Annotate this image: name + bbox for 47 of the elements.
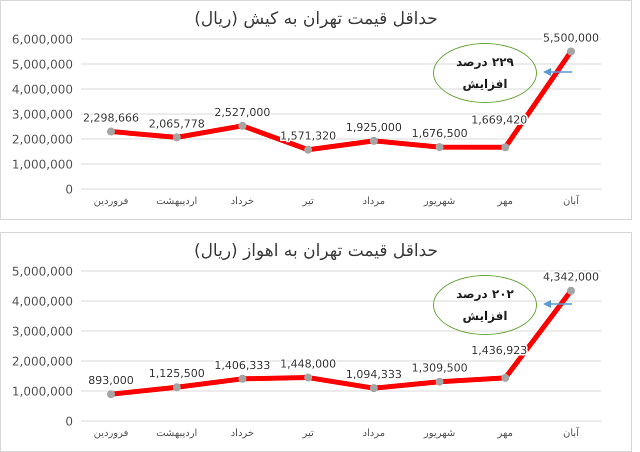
- data-label: 1,571,320: [280, 130, 336, 143]
- y-tick-label: 6,000,000: [12, 32, 73, 46]
- y-tick-label: 5,000,000: [12, 57, 73, 72]
- data-label: 1,448,000: [280, 358, 336, 371]
- y-tick-label: 4,000,000: [12, 82, 73, 96]
- x-tick-label: تیر: [301, 196, 314, 208]
- y-tick-label: 5,000,000: [12, 264, 73, 278]
- data-label: 5,500,000: [543, 32, 599, 44]
- x-tick-label: فروردین: [94, 196, 129, 208]
- data-label: 1,676,500: [412, 127, 468, 140]
- x-tick-label: آبان: [563, 194, 580, 208]
- x-tick-label: اردیبهشت: [156, 196, 198, 208]
- y-tick-label: 1,000,000: [12, 157, 73, 172]
- x-tick-label: اردیبهشت: [156, 428, 198, 440]
- x-tick-label: فروردین: [94, 428, 129, 440]
- y-tick-label: 0: [65, 414, 73, 428]
- x-tick-label: مهر: [496, 196, 514, 208]
- annotation: ۲۰۲ درصد افزایش: [455, 286, 515, 325]
- y-tick-label: 4,000,000: [12, 294, 73, 308]
- data-label: 2,527,000: [214, 106, 270, 119]
- data-label: 893,000: [88, 374, 134, 388]
- data-label: 1,125,500: [148, 367, 205, 380]
- x-tick-label: مرداد: [362, 428, 386, 440]
- y-tick-label: 2,000,000: [12, 354, 73, 368]
- data-label: 2,065,778: [148, 117, 205, 130]
- chart-title: حداقل قیمت تهران به کیش (ریال): [193, 9, 439, 29]
- annotation: ۲۲۹ درصد افزایش: [455, 54, 515, 93]
- x-tick-label: خرداد: [230, 428, 254, 440]
- x-tick-label: مهر: [496, 428, 514, 440]
- data-label: 1,094,333: [346, 368, 402, 382]
- y-tick-label: 3,000,000: [12, 107, 73, 122]
- data-label: 4,342,000: [543, 270, 599, 284]
- x-tick-label: شهریور: [422, 428, 456, 440]
- y-tick-label: 3,000,000: [12, 324, 73, 338]
- x-tick-label: شهریور: [422, 196, 456, 208]
- data-label: 1,406,333: [214, 358, 270, 372]
- chart-title: حداقل قیمت تهران به اهواز (ریال): [192, 241, 440, 261]
- y-tick-label: 0: [65, 182, 73, 196]
- data-label: 1,925,000: [346, 120, 402, 134]
- data-label: 1,309,500: [412, 362, 468, 375]
- x-tick-label: آبان: [563, 426, 580, 440]
- y-tick-label: 1,000,000: [12, 384, 73, 398]
- x-tick-label: مرداد: [362, 196, 386, 208]
- y-tick-label: 2,000,000: [12, 132, 73, 146]
- x-tick-label: تیر: [301, 428, 314, 440]
- data-label: 2,298,666: [83, 112, 139, 125]
- x-tick-label: خرداد: [230, 196, 254, 208]
